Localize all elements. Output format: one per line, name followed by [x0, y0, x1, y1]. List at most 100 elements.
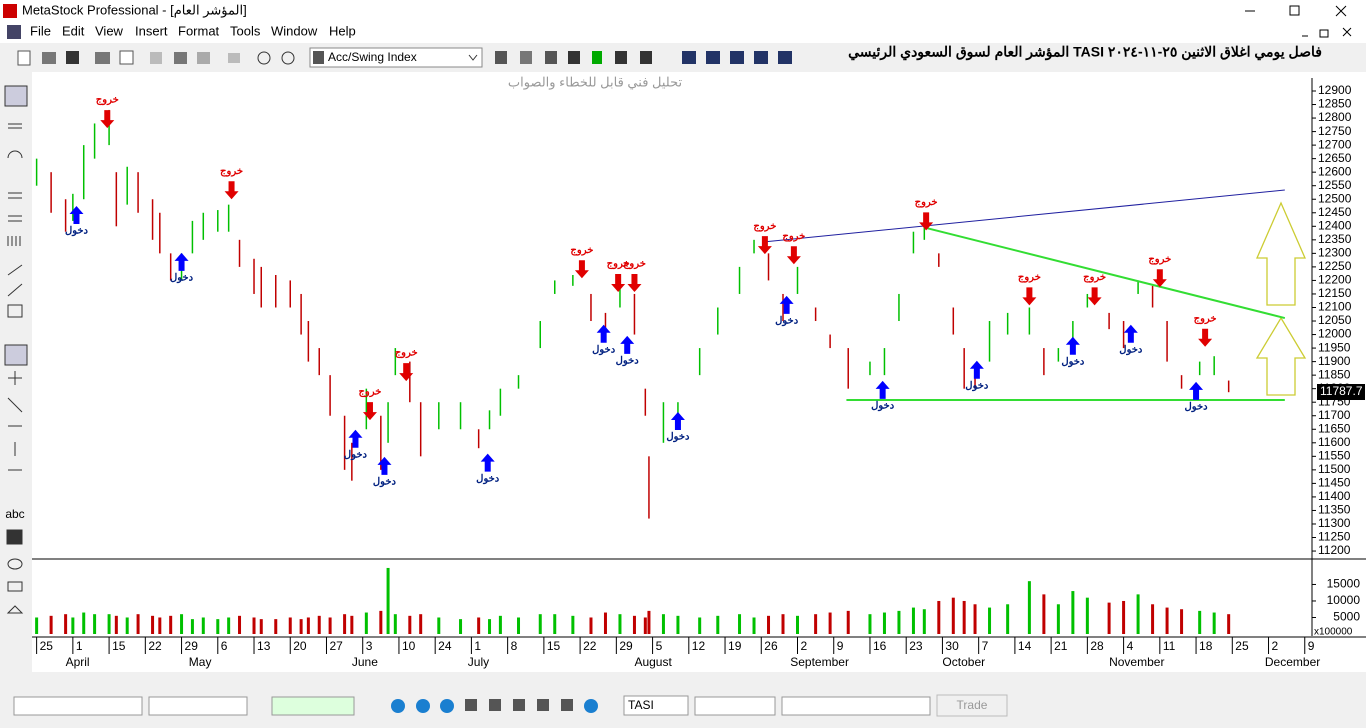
x-tick-label: 13: [257, 639, 271, 653]
volume-bar: [1180, 609, 1184, 634]
menu-item[interactable]: Tools: [230, 23, 261, 38]
menu-item[interactable]: File: [30, 23, 51, 38]
menu-item[interactable]: Help: [329, 23, 356, 38]
x-tick-label: 8: [511, 639, 518, 653]
exit-label: خروج: [96, 95, 119, 106]
line-style-combo[interactable]: [13, 696, 143, 716]
menu-item[interactable]: Format: [178, 23, 220, 38]
y-tick-label: 11500: [1318, 462, 1351, 476]
exit-arrow: [1022, 287, 1037, 306]
trendline: [925, 226, 1286, 320]
volume-bar: [317, 615, 321, 634]
volume-bar: [1056, 604, 1060, 634]
volume-bar: [846, 610, 850, 634]
close[interactable]: [1335, 5, 1347, 17]
trade-button[interactable]: [936, 694, 1008, 717]
x-tick-label: 16: [873, 639, 887, 653]
volume-bar: [201, 617, 205, 634]
y-tick-label: 11200: [1318, 543, 1351, 557]
entry-arrow: [1065, 336, 1080, 355]
y-tick-label: 12850: [1318, 97, 1352, 111]
symbol-field[interactable]: [623, 695, 689, 716]
exit-arrow: [627, 274, 642, 293]
indicator-combo[interactable]: [309, 47, 483, 68]
volume-bar: [553, 614, 557, 634]
volume-bar: [618, 614, 622, 634]
volume-bar: [882, 612, 886, 634]
combo[interactable]: [694, 696, 776, 716]
volume-bar: [107, 614, 111, 634]
volume-tick-label: 15000: [1327, 577, 1361, 591]
volume-bar: [477, 617, 481, 634]
x-tick-label: 25: [1235, 639, 1249, 653]
x-tick-label: 15: [112, 639, 126, 653]
month-label: June: [352, 655, 378, 669]
volume-bar: [114, 615, 118, 634]
toolbar-icons: [17, 50, 792, 66]
volume-bar: [252, 617, 256, 634]
entry-label: دخول: [344, 449, 368, 460]
volume-bar: [1136, 594, 1140, 634]
month-label: November: [1109, 655, 1164, 669]
exit-arrow: [224, 181, 239, 200]
menu-item[interactable]: Insert: [135, 23, 168, 38]
y-tick-label: 12500: [1318, 191, 1352, 205]
volume-bar: [973, 604, 977, 634]
line-width-combo[interactable]: [148, 696, 248, 716]
exit-arrow: [1198, 328, 1213, 347]
x-tick-label: 1: [474, 639, 481, 653]
volume-bar: [951, 597, 955, 634]
exit-label: خروج: [623, 259, 646, 270]
left-toolbar: [0, 72, 32, 672]
x-tick-label: 6: [221, 639, 228, 653]
volume-bar: [299, 619, 303, 634]
exit-label: خروج: [915, 197, 938, 208]
volume-bar: [868, 614, 872, 634]
y-tick-label: 11250: [1318, 530, 1351, 544]
volume-bar: [180, 614, 184, 634]
volume-bar: [71, 617, 75, 634]
volume-bar: [1042, 594, 1046, 634]
volume-bar: [716, 615, 720, 634]
left-tool-icons: [4, 85, 28, 614]
volume-bar: [988, 607, 992, 634]
volume-bar: [676, 615, 680, 634]
volume-bar: [169, 615, 173, 634]
volume-bar: [589, 617, 593, 634]
volume-bar: [408, 615, 412, 634]
volume-bar: [93, 614, 97, 634]
y-tick-label: 12250: [1318, 259, 1352, 273]
text-tool[interactable]: abc: [5, 507, 24, 521]
menu-bar: [0, 22, 1366, 43]
exit-arrow: [1152, 269, 1167, 288]
x-tick-label: 22: [148, 639, 162, 653]
x-tick-label: 24: [438, 639, 452, 653]
x-tick-label: 29: [619, 639, 633, 653]
menu-item[interactable]: Edit: [62, 23, 85, 38]
volume-tick-label: 10000: [1327, 593, 1361, 607]
volume-bar: [767, 615, 771, 634]
menu-item[interactable]: View: [95, 23, 124, 38]
entry-label: دخول: [170, 272, 194, 283]
volume-bar: [698, 617, 702, 634]
x-tick-label: 2: [801, 639, 808, 653]
menu-item[interactable]: Window: [271, 23, 318, 38]
volume-bar: [1122, 600, 1126, 634]
volume-bar: [136, 614, 140, 634]
month-label: September: [790, 655, 849, 669]
volume-bar: [498, 615, 502, 634]
volume-bar: [1165, 607, 1169, 634]
volume-bar: [306, 617, 310, 634]
color-palette[interactable]: [271, 696, 355, 716]
y-tick-label: 12600: [1318, 164, 1352, 178]
volume-tick-label: 5000: [1333, 610, 1360, 624]
y-tick-label: 11900: [1318, 354, 1351, 368]
restore[interactable]: [1289, 5, 1300, 16]
entry-label: دخول: [666, 432, 690, 443]
combo[interactable]: [781, 696, 931, 716]
volume-bar: [419, 614, 423, 634]
exit-arrow: [1087, 287, 1102, 306]
mdi-controls[interactable]: [1302, 27, 1352, 38]
volume-bar: [603, 612, 607, 634]
volume-bar: [216, 619, 220, 634]
